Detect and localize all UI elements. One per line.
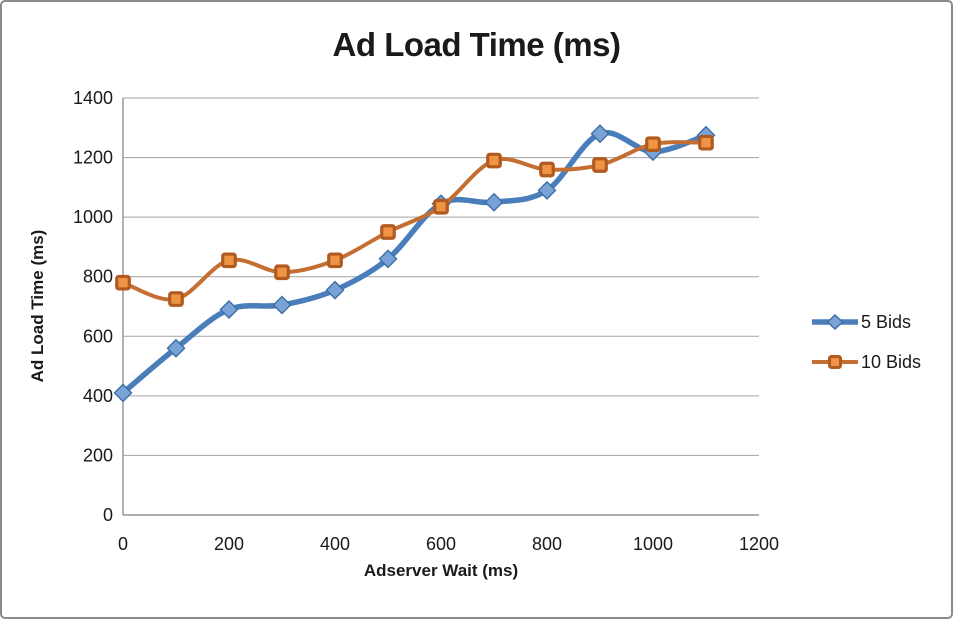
- x-tick-label-400: 400: [320, 534, 350, 554]
- y-tick-label-0: 0: [103, 505, 113, 525]
- legend-item-10-bids: 10 Bids: [812, 344, 952, 380]
- marker-10-bids-4: [327, 252, 343, 269]
- x-tick-label-0: 0: [118, 534, 128, 554]
- marker-10-bids-11: [698, 134, 714, 151]
- y-tick-label-600: 600: [83, 326, 113, 346]
- x-tick-label-200: 200: [214, 534, 244, 554]
- y-tick-label-1000: 1000: [73, 207, 113, 227]
- marker-5-bids-2: [219, 299, 239, 319]
- legend-label-10-bids: 10 Bids: [861, 351, 922, 372]
- legend-label-5-bids: 5 Bids: [861, 311, 912, 332]
- legend: 5 Bids 10 Bids: [812, 304, 952, 380]
- marker-5-bids-1: [166, 338, 186, 358]
- marker-10-bids-10: [645, 136, 661, 153]
- y-tick-label-400: 400: [83, 386, 113, 406]
- y-tick-label-1400: 1400: [73, 88, 113, 108]
- legend-marker-shape-10-bids: [828, 355, 842, 369]
- x-tick-label-600: 600: [426, 534, 456, 554]
- x-tick-label-1000: 1000: [633, 534, 673, 554]
- legend-marker-square-icon: [812, 355, 858, 369]
- marker-10-bids-0: [115, 274, 131, 291]
- legend-item-5-bids: 5 Bids: [812, 304, 952, 340]
- series-5-bids-line: [120, 129, 709, 396]
- y-tick-label-800: 800: [83, 267, 113, 287]
- legend-marker-diamond-icon: [812, 314, 858, 330]
- marker-10-bids-1: [168, 291, 184, 307]
- x-axis-title: Adserver Wait (ms): [363, 561, 519, 580]
- marker-10-bids-8: [539, 161, 555, 178]
- y-tick-label-200: 200: [83, 445, 113, 465]
- marker-5-bids-4: [325, 280, 345, 300]
- marker-5-bids-8: [537, 180, 557, 200]
- marker-5-bids-9: [590, 124, 610, 144]
- marker-10-bids-2: [221, 252, 237, 269]
- x-tick-label-800: 800: [532, 534, 562, 554]
- marker-10-bids-7: [486, 152, 502, 169]
- chart-title: Ad Load Time (ms): [332, 26, 621, 63]
- marker-5-bids-5: [378, 249, 398, 269]
- legend-marker-shape-5-bids: [826, 314, 844, 330]
- marker-10-bids-9: [592, 157, 608, 173]
- marker-5-bids-7: [484, 192, 504, 212]
- y-tick-label-1200: 1200: [73, 148, 113, 168]
- series-10-bids-line: [121, 140, 708, 302]
- marker-10-bids-6: [433, 198, 449, 215]
- y-axis-title: Ad Load Time (ms): [28, 229, 47, 383]
- marker-10-bids-5: [380, 224, 396, 240]
- x-tick-label-1200: 1200: [739, 534, 779, 554]
- marker-10-bids-3: [274, 264, 290, 281]
- marker-5-bids-0: [113, 383, 133, 403]
- marker-5-bids-3: [272, 295, 292, 315]
